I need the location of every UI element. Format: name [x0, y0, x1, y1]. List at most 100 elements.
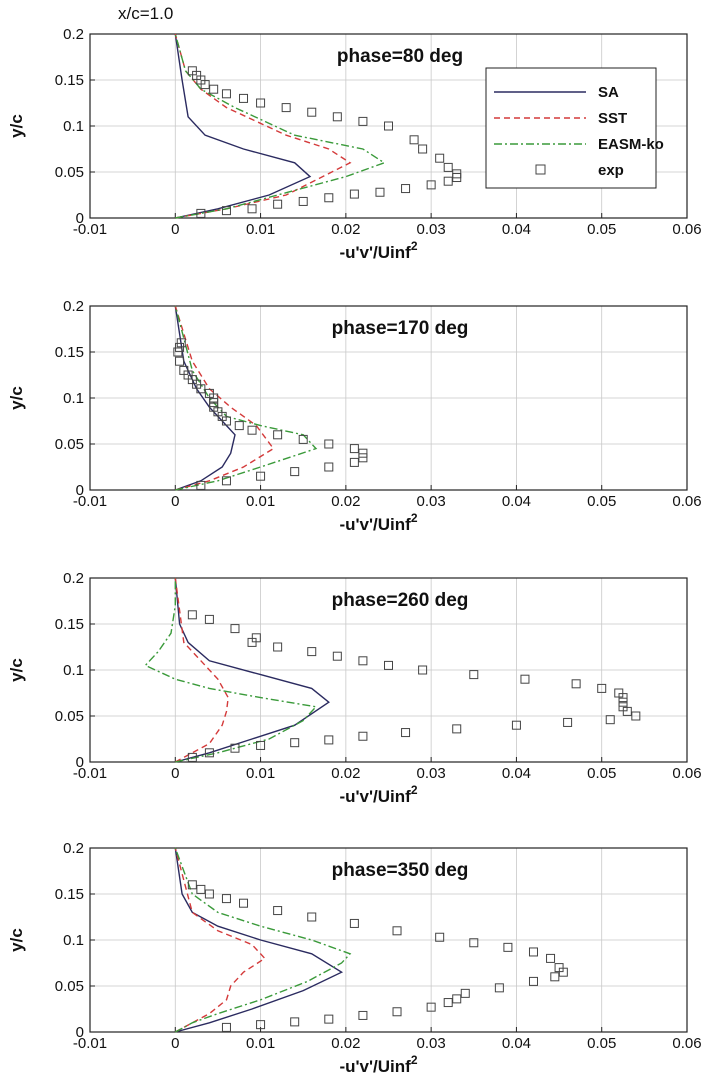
x-tick-label: -0.01 [73, 221, 107, 238]
exp-marker [175, 342, 185, 352]
x-tick-label: 0 [171, 493, 179, 510]
series-line-easm-ko [174, 847, 352, 1033]
exp-marker [418, 144, 428, 154]
exp-marker [221, 206, 231, 216]
exp-marker [175, 356, 185, 366]
y-tick-label: 0.05 [55, 164, 84, 181]
exp-marker [332, 112, 342, 122]
y-axis-label: y/c [7, 114, 26, 138]
legend-label-exp: exp [598, 162, 624, 179]
exp-marker [358, 453, 368, 463]
series-line-easm-ko [144, 578, 318, 763]
exp-marker [443, 998, 453, 1008]
exp-marker [452, 724, 462, 734]
series-line-sst [174, 305, 275, 491]
panel-3: -0.01 0 0.01 0.02 0.03 0.04 0.05 0.0600.050.10.… [7, 570, 702, 806]
exp-marker [563, 717, 573, 727]
exp-marker [273, 906, 283, 916]
exp-marker [204, 388, 214, 398]
exp-marker [384, 660, 393, 670]
exp-marker [176, 338, 186, 348]
legend-label-sst: SST [598, 110, 627, 127]
panel-2: -0.01 0 0.01 0.02 0.03 0.04 0.05 0.0600.050.10.… [7, 298, 702, 534]
series-line-sa [174, 33, 312, 219]
y-tick-label: 0.1 [63, 118, 84, 135]
panel-title: phase=350 deg [332, 860, 469, 881]
x-tick-label: 0 [171, 221, 179, 238]
exp-marker [298, 196, 308, 206]
panel-title: phase=260 deg [332, 590, 469, 611]
exp-marker [221, 1022, 231, 1032]
exp-marker [324, 439, 334, 449]
x-tick-label: 0.04 [502, 221, 531, 238]
exp-marker [452, 994, 462, 1004]
exp-marker [256, 471, 266, 481]
exp-marker [469, 670, 479, 680]
exp-marker [173, 347, 183, 357]
exp-marker [418, 665, 428, 675]
exp-marker [239, 93, 249, 103]
legend-label-easm-ko: EASM-ko [598, 136, 664, 153]
exp-marker [273, 430, 283, 440]
y-tick-label: 0.15 [55, 344, 84, 361]
exp-marker [307, 912, 317, 922]
y-axis-label: y/c [7, 386, 26, 410]
exp-marker [204, 889, 214, 899]
series-line-easm-ko [174, 33, 386, 219]
exp-marker [460, 988, 470, 998]
exp-marker [511, 720, 521, 730]
x-tick-label: 0.02 [331, 493, 360, 510]
x-tick-label: 0 [171, 765, 179, 782]
y-tick-label: 0.1 [63, 932, 84, 949]
exp-marker [281, 103, 291, 113]
x-axis-label: -u'v'/Uinf2 [339, 1053, 417, 1076]
series-line-sa [174, 577, 330, 763]
exp-marker [550, 972, 560, 982]
y-tick-label: 0.2 [63, 26, 84, 43]
x-tick-label: 0.05 [587, 1035, 616, 1052]
y-tick-label: 0.15 [55, 886, 84, 903]
y-tick-label: 0.1 [63, 662, 84, 679]
x-tick-label: -0.01 [73, 765, 107, 782]
exp-marker [239, 898, 249, 908]
y-tick-label: 0 [76, 1024, 84, 1041]
y-tick-label: 0.05 [55, 436, 84, 453]
x-tick-label: 0.01 [246, 1035, 275, 1052]
exp-marker [298, 434, 308, 444]
x-tick-label: 0.05 [587, 765, 616, 782]
exp-marker [358, 116, 368, 126]
exp-marker [209, 84, 219, 94]
y-tick-label: 0.05 [55, 978, 84, 995]
exp-marker [349, 189, 359, 199]
exp-marker [204, 614, 214, 624]
exp-marker [187, 752, 197, 762]
x-axis-label: -u'v'/Uinf2 [339, 511, 417, 534]
series-line-sst [174, 577, 229, 763]
exp-marker [546, 953, 556, 963]
y-tick-label: 0 [76, 754, 84, 771]
exp-marker [409, 135, 419, 145]
exp-marker [234, 421, 244, 431]
exp-marker [221, 476, 231, 486]
y-tick-label: 0.2 [63, 840, 84, 857]
exp-marker [605, 715, 615, 725]
exp-marker [618, 702, 628, 712]
panel-title: phase=170 deg [332, 318, 469, 339]
exp-marker [324, 735, 334, 745]
exp-marker [349, 444, 359, 454]
exp-marker [273, 199, 283, 209]
x-tick-label: 0.03 [417, 493, 446, 510]
exp-marker [187, 610, 197, 620]
x-tick-label: 0.04 [502, 765, 531, 782]
panel-1: -0.01 0 0.01 0.02 0.03 0.04 0.05 0.0600.050.10.… [7, 26, 702, 262]
exp-marker [247, 204, 257, 214]
exp-marker [349, 918, 359, 928]
exp-marker [375, 187, 385, 197]
x-tick-label: 0.06 [672, 221, 701, 238]
exp-marker [358, 656, 368, 666]
x-axis-label: -u'v'/Uinf2 [339, 783, 417, 806]
exp-marker [256, 1020, 266, 1030]
exp-marker [196, 208, 206, 218]
